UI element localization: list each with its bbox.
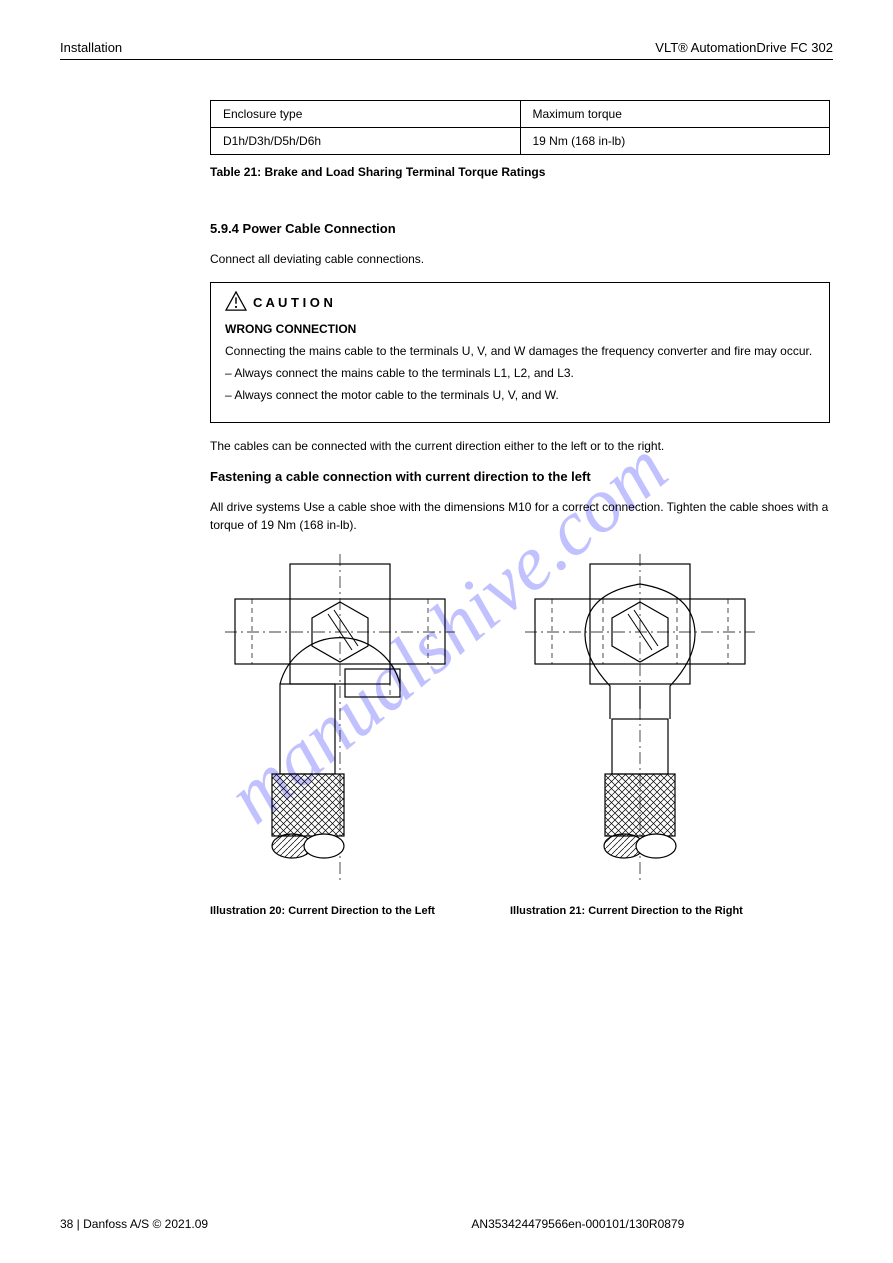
table-cell: Enclosure type	[211, 101, 521, 128]
crosshatch	[272, 774, 344, 836]
table-row: Enclosure type Maximum torque	[211, 101, 830, 128]
diagram-section: Illustration 20: Current Direction to th…	[210, 554, 833, 917]
connection-left-diagram	[210, 554, 470, 894]
caution-line: WRONG CONNECTION	[225, 320, 815, 338]
fastening-heading: Fastening a cable connection with curren…	[210, 469, 833, 484]
caution-line: Connecting the mains cable to the termin…	[225, 342, 815, 360]
illustration-21: Illustration 21: Current Direction to th…	[510, 554, 770, 917]
table-row: D1h/D3h/D5h/D6h 19 Nm (168 in-lb)	[211, 128, 830, 155]
page-code: AN353424479566en-000101/130R0879	[471, 1217, 684, 1231]
caution-label: C A U T I O N	[253, 295, 333, 310]
body-paragraph: The cables can be connected with the cur…	[210, 437, 833, 455]
fastening-text: All drive systems Use a cable shoe with …	[210, 498, 833, 534]
illustration-20: Illustration 20: Current Direction to th…	[210, 554, 470, 917]
page-header: Installation VLT® AutomationDrive FC 302	[60, 40, 833, 60]
page-content: Enclosure type Maximum torque D1h/D3h/D5…	[60, 100, 833, 917]
torque-table-block: Enclosure type Maximum torque D1h/D3h/D5…	[210, 100, 833, 181]
caution-line: – Always connect the mains cable to the …	[225, 364, 815, 382]
caution-line: – Always connect the motor cable to the …	[225, 386, 815, 404]
table-caption: Table 21: Brake and Load Sharing Termina…	[210, 163, 833, 181]
table-cell: 19 Nm (168 in-lb)	[520, 128, 830, 155]
header-right: VLT® AutomationDrive FC 302	[655, 40, 833, 55]
table-cell: Maximum torque	[520, 101, 830, 128]
torque-table: Enclosure type Maximum torque D1h/D3h/D5…	[210, 100, 830, 155]
illustration-21-caption: Illustration 21: Current Direction to th…	[510, 905, 770, 917]
body-paragraph: Connect all deviating cable connections.	[210, 250, 833, 268]
section-heading-5-9-4: 5.9.4 Power Cable Connection	[210, 221, 833, 236]
page-number-text: 38 | Danfoss A/S © 2021.09	[60, 1217, 208, 1231]
caution-header: C A U T I O N	[225, 291, 815, 314]
connection-right-diagram	[510, 554, 770, 894]
illustration-20-caption: Illustration 20: Current Direction to th…	[210, 905, 470, 917]
header-left: Installation	[60, 40, 122, 55]
table-cell: D1h/D3h/D5h/D6h	[211, 128, 521, 155]
page-footer: 38 | Danfoss A/S © 2021.09 AN35342447956…	[60, 1217, 684, 1231]
caution-box: C A U T I O N WRONG CONNECTION Connectin…	[210, 282, 830, 423]
warning-triangle-icon	[225, 291, 247, 314]
